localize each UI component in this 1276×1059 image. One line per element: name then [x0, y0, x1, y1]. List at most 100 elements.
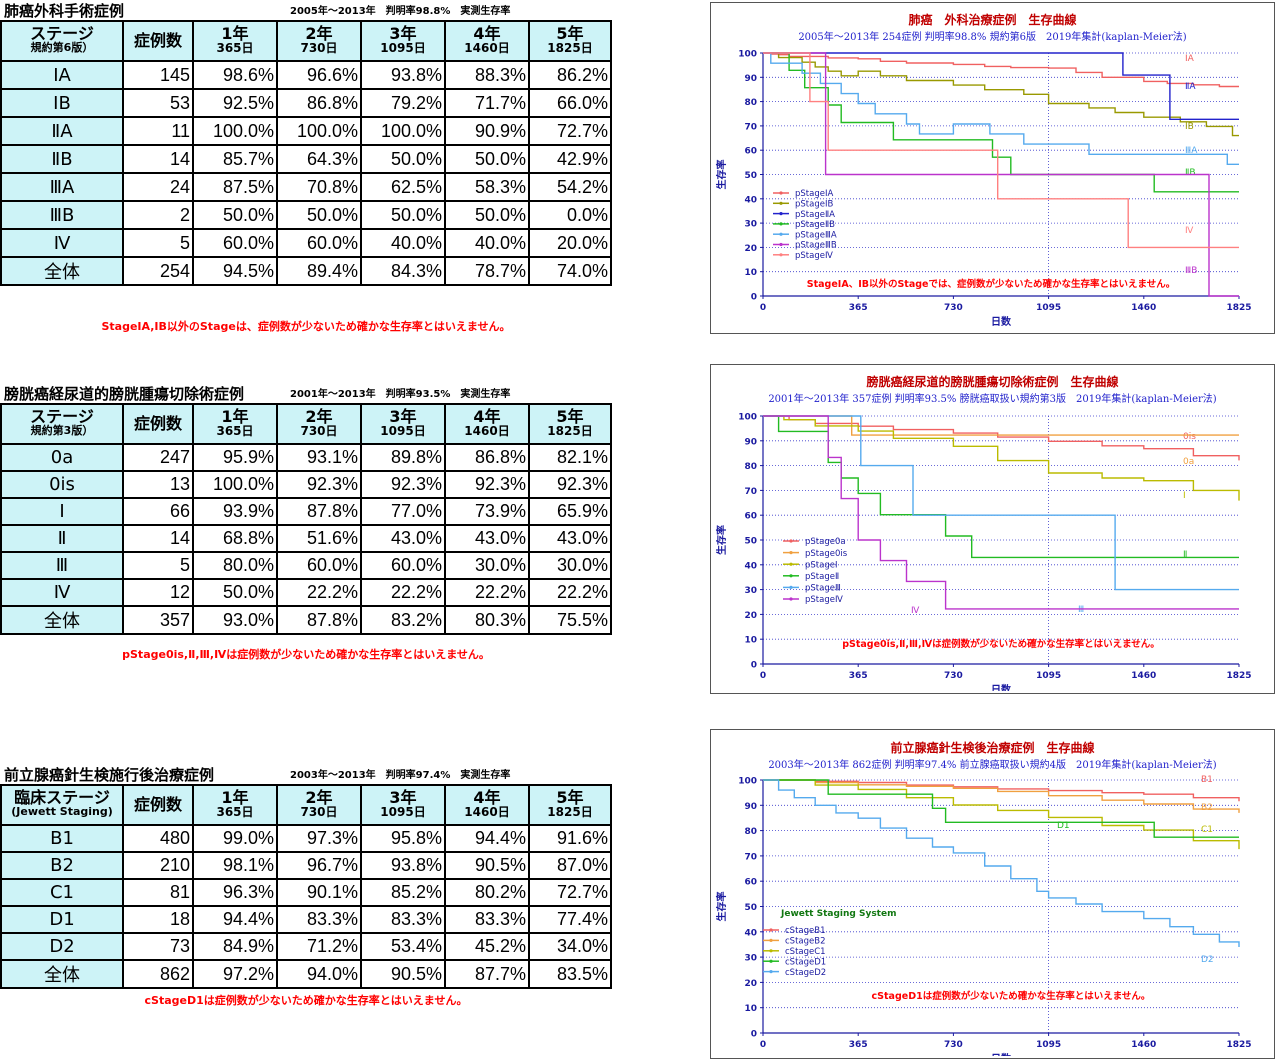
survival-rate-cell: 82.1%: [528, 443, 612, 472]
table-note: StageⅠA,ⅠB以外のStageは、症例数が少ないため確かな生存率とはいえま…: [101, 320, 511, 333]
y-axis-label: 生存率: [715, 525, 728, 555]
series-line-pStageⅢB: [763, 52, 1239, 297]
stage-cell: D1: [0, 905, 124, 934]
survival-rate-cell: 86.8%: [276, 88, 362, 118]
table-row: 全体 357 93.0% 87.8% 83.2% 80.3% 75.5%: [0, 605, 612, 635]
survival-rate-cell: 43.0%: [360, 524, 446, 553]
y-tick-label: 60: [744, 512, 757, 522]
year-column-header: 3年 1095日: [360, 20, 446, 62]
survival-rate-cell: 58.3%: [444, 172, 530, 202]
x-axis-label: 日数: [991, 315, 1012, 328]
y-tick-label: 40: [744, 928, 757, 938]
year-column-header: 3年 1095日: [360, 403, 446, 445]
survival-rate-cell: 80.3%: [444, 605, 530, 635]
series-end-label: ⅠA: [1185, 54, 1195, 64]
survival-rate-cell: 93.9%: [192, 497, 278, 526]
legend-marker: [779, 232, 783, 236]
survival-rate-cell: 50.0%: [192, 200, 278, 230]
x-tick-label: 365: [849, 303, 868, 313]
stage-cell: 全体: [0, 256, 124, 286]
survival-rate-cell: 93.8%: [360, 60, 446, 90]
x-tick-label: 0: [760, 671, 766, 681]
y-tick-label: 100: [738, 777, 757, 787]
table-title: 前立腺癌針生検施行後治療症例: [4, 766, 215, 784]
survival-rate-cell: 30.0%: [528, 551, 612, 580]
bladder-chart-panel: 膀胱癌経尿道的膀胱腫瘍切除術症例 生存曲線 2001年～2013年 357症例 …: [710, 364, 1275, 694]
legend-label: pStage0is: [805, 549, 848, 559]
legend-label: cStageB2: [785, 937, 825, 947]
legend-marker: [779, 253, 783, 257]
series-line-pStageⅣ: [763, 52, 1239, 249]
chart-note: StageⅠA、ⅠB以外のStageでは、症例数が少ないため確かな生存率とはいえ…: [807, 278, 1175, 290]
survival-rate-cell: 54.2%: [528, 172, 612, 202]
case-count-header: 症例数: [122, 403, 194, 445]
survival-rate-cell: 51.6%: [276, 524, 362, 553]
legend-label: pStageⅡA: [795, 210, 835, 220]
chart-subtitle: 2005年～2013年 254症例 判明率98.8% 規約第6版 2019年集計…: [798, 32, 1187, 43]
survival-rate-cell: 50.0%: [444, 200, 530, 230]
table-row: Ⅳ 5 60.0% 60.0% 40.0% 40.0% 20.0%: [0, 228, 612, 258]
survival-rate-cell: 22.2%: [276, 578, 362, 607]
x-tick-label: 0: [760, 303, 766, 313]
y-tick-label: 90: [744, 802, 757, 812]
y-tick-label: 100: [738, 50, 757, 60]
survival-rate-cell: 87.0%: [528, 851, 612, 880]
case-count-cell: 53: [122, 88, 194, 118]
y-tick-label: 30: [744, 954, 757, 964]
series-end-label: Ⅳ: [911, 606, 920, 616]
table-header-row: 臨床ステージ (Jewett Staging) 症例数 1年 365日 2年 730日 3年 1…: [0, 784, 612, 826]
x-axis-label: 日数: [991, 1052, 1012, 1056]
case-count-cell: 210: [122, 851, 194, 880]
survival-rate-cell: 90.1%: [276, 878, 362, 907]
y-tick-label: 50: [744, 537, 757, 547]
series-end-label: ⅡB: [1185, 168, 1196, 178]
y-tick-label: 70: [744, 122, 757, 132]
survival-rate-cell: 80.0%: [192, 551, 278, 580]
table-row: D2 73 84.9% 71.2% 53.4% 45.2% 34.0%: [0, 932, 612, 961]
chart-subtitle: 2003年～2013年 862症例 判明率97.4% 前立腺癌取扱い規約4版 2…: [768, 760, 1217, 771]
stage-cell: ⅢB: [0, 200, 124, 230]
legend-marker: [779, 191, 783, 195]
survival-rate-cell: 86.8%: [444, 443, 530, 472]
y-tick-label: 90: [744, 437, 757, 447]
survival-rate-cell: 22.2%: [360, 578, 446, 607]
survival-rate-cell: 53.4%: [360, 932, 446, 961]
stage-cell: Ⅳ: [0, 578, 124, 607]
survival-rate-cell: 50.0%: [360, 200, 446, 230]
survival-rate-cell: 50.0%: [276, 200, 362, 230]
stage-column-header: ステージ 規約第6版）: [0, 20, 124, 62]
survival-rate-cell: 34.0%: [528, 932, 612, 961]
survival-rate-cell: 60.0%: [192, 228, 278, 258]
y-tick-label: 80: [744, 98, 757, 108]
series-line-pStageⅣ: [763, 415, 1239, 610]
survival-rate-cell: 92.3%: [360, 470, 446, 499]
survival-rate-cell: 60.0%: [360, 551, 446, 580]
survival-rate-cell: 93.0%: [192, 605, 278, 635]
year-column-header: 4年 1460日: [444, 784, 530, 826]
survival-rate-cell: 50.0%: [444, 144, 530, 174]
legend-marker: [789, 539, 793, 543]
table-row: B1 480 99.0% 97.3% 95.8% 94.4% 91.6%: [0, 824, 612, 853]
survival-rate-cell: 85.2%: [360, 878, 446, 907]
survival-rate-cell: 43.0%: [528, 524, 612, 553]
survival-rate-cell: 40.0%: [444, 228, 530, 258]
stage-cell: 全体: [0, 959, 124, 989]
series-line-cStageB2: [763, 779, 1240, 813]
legend-marker: [769, 949, 773, 953]
case-count-header: 症例数: [122, 20, 194, 62]
survival-rate-cell: 0.0%: [528, 200, 612, 230]
table-row: C1 81 96.3% 90.1% 85.2% 80.2% 72.7%: [0, 878, 612, 907]
y-tick-label: 40: [744, 195, 757, 205]
y-axis-label: 生存率: [715, 160, 728, 190]
survival-rate-cell: 100.0%: [360, 116, 446, 146]
stage-cell: Ⅱ: [0, 524, 124, 553]
table-row: ⅠB 53 92.5% 86.8% 79.2% 71.7% 66.0%: [0, 88, 612, 118]
case-count-cell: 5: [122, 551, 194, 580]
series-end-label: ⅡA: [1185, 82, 1196, 92]
chart-note: cStageD1は症例数が少ないため確かな生存率とはいえません。: [872, 990, 1151, 1002]
survival-rate-cell: 42.9%: [528, 144, 612, 174]
lung-chart-panel: 肺癌 外科治療症例 生存曲線 2005年～2013年 254症例 判明率98.8…: [710, 2, 1275, 334]
legend-marker: [789, 551, 793, 555]
table-row: Ⅲ 5 80.0% 60.0% 60.0% 30.0% 30.0%: [0, 551, 612, 580]
stage-cell: ⅠA: [0, 60, 124, 90]
